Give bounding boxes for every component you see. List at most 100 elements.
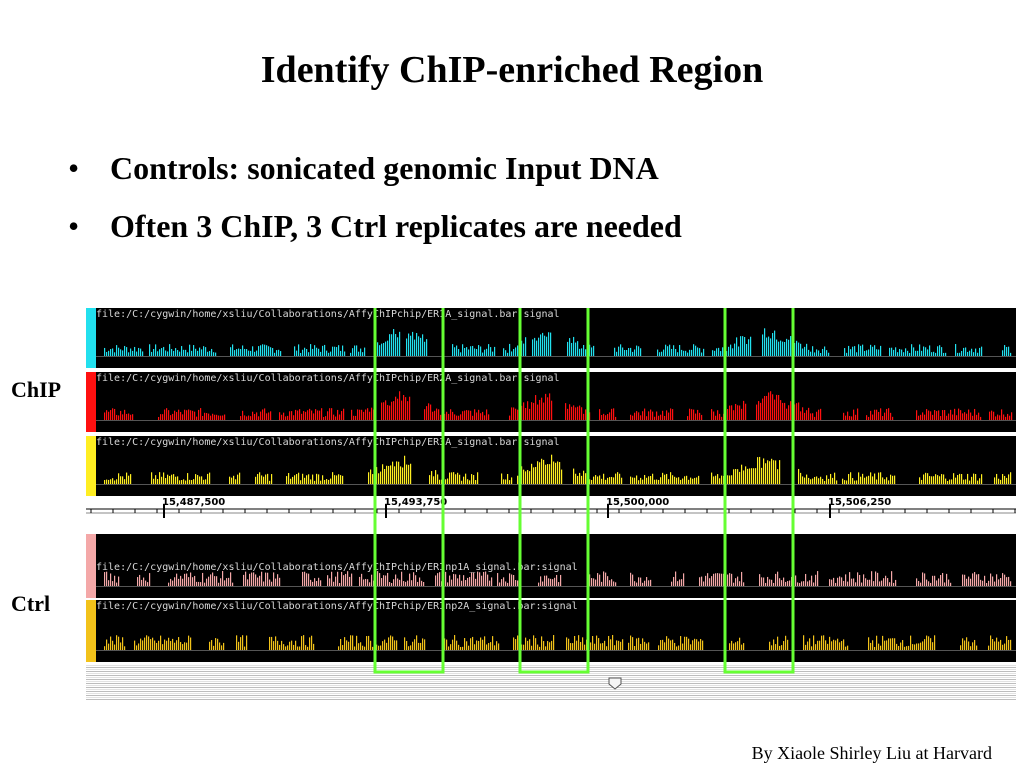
signal-bar: [279, 577, 281, 586]
signal-bar: [870, 410, 872, 420]
signal-bar: [932, 575, 934, 586]
signal-bar: [802, 348, 804, 356]
signal-bar: [979, 347, 981, 356]
signal-bar: [335, 416, 337, 420]
signal-bar: [918, 415, 920, 420]
signal-bar: [382, 464, 384, 484]
signal-bar: [253, 572, 255, 586]
signal-bar: [664, 474, 666, 484]
signal-bar: [739, 471, 741, 484]
signal-bar: [998, 641, 1000, 650]
signal-bar: [439, 479, 441, 484]
signal-bar: [930, 582, 932, 586]
signal-bar: [812, 413, 814, 420]
signal-bar: [672, 409, 674, 420]
signal-bar: [966, 413, 968, 420]
signal-bar: [953, 473, 955, 484]
signal-bar: [389, 334, 391, 356]
signal-bar: [948, 413, 950, 420]
signal-bar: [391, 582, 393, 586]
signal-bar: [383, 575, 385, 586]
signal-bar: [435, 470, 437, 484]
signal-bar: [725, 579, 727, 586]
signal-bar: [521, 405, 523, 420]
signal-bar: [771, 645, 773, 650]
signal-bar: [658, 415, 660, 420]
signal-bar: [947, 480, 949, 484]
signal-bar: [319, 410, 321, 420]
signal-bar: [602, 643, 604, 650]
signal-bar: [523, 644, 525, 650]
signal-bar: [336, 347, 338, 356]
signal-bar: [410, 645, 412, 650]
signal-bar: [267, 473, 269, 484]
signal-bar: [286, 476, 288, 484]
signal-bar: [980, 416, 982, 420]
signal-bar: [383, 343, 385, 356]
signal-bar: [576, 640, 578, 650]
signal-bar: [996, 473, 998, 484]
signal-bar: [538, 582, 540, 586]
signal-bar: [215, 352, 217, 356]
signal-bar: [868, 475, 870, 484]
signal-bar: [248, 350, 250, 356]
signal-bar: [458, 349, 460, 356]
signal-bar: [332, 472, 334, 484]
signal-bar: [118, 415, 120, 420]
signal-bar: [847, 581, 849, 586]
signal-bar: [962, 638, 964, 650]
signal-bar: [336, 475, 338, 484]
signal-bar: [441, 581, 443, 586]
signal-bar: [168, 410, 170, 420]
signal-bar: [240, 416, 242, 420]
signal-bar: [912, 644, 914, 650]
signal-bar: [731, 475, 733, 484]
signal-bar: [208, 413, 210, 420]
signal-bar: [178, 637, 180, 650]
signal-bar: [385, 575, 387, 586]
signal-bar: [420, 337, 422, 356]
signal-bar: [442, 416, 444, 420]
signal-bar: [201, 476, 203, 484]
signal-bar: [863, 574, 865, 586]
signal-bar: [666, 473, 668, 484]
signal-bar: [892, 416, 894, 420]
signal-bar: [1008, 346, 1010, 356]
signal-bar: [252, 346, 254, 356]
signal-bar: [511, 574, 513, 586]
signal-bar: [306, 573, 308, 586]
signal-bar: [1002, 474, 1004, 484]
signal-bar: [171, 474, 173, 484]
signal-bar: [856, 352, 858, 356]
signal-bar: [371, 407, 373, 420]
signal-bar: [770, 391, 772, 420]
signal-bar: [887, 578, 889, 586]
signal-bar: [373, 580, 375, 586]
signal-bar: [147, 582, 149, 586]
signal-bar: [736, 337, 738, 356]
signal-bar: [517, 635, 519, 650]
signal-bar: [632, 351, 634, 356]
signal-bar: [868, 637, 870, 650]
signal-bar: [644, 580, 646, 586]
signal-bar: [938, 410, 940, 420]
signal-bar: [579, 348, 581, 356]
signal-bar: [964, 412, 966, 420]
signal-bar: [816, 411, 818, 420]
signal-bar: [601, 581, 603, 586]
signal-bar: [460, 414, 462, 420]
signal-bar: [813, 635, 815, 650]
signal-bar: [926, 635, 928, 650]
signal-bar: [780, 400, 782, 420]
signal-bar: [168, 637, 170, 650]
signal-bar: [882, 477, 884, 484]
signal-bar: [531, 463, 533, 484]
signal-bar: [789, 580, 791, 586]
signal-bar: [366, 636, 368, 650]
signal-bar: [914, 644, 916, 650]
signal-bar: [874, 345, 876, 356]
signal-bar: [642, 638, 644, 650]
signal-bar: [350, 352, 352, 356]
signal-bar: [397, 398, 399, 420]
signal-bar: [309, 408, 311, 420]
